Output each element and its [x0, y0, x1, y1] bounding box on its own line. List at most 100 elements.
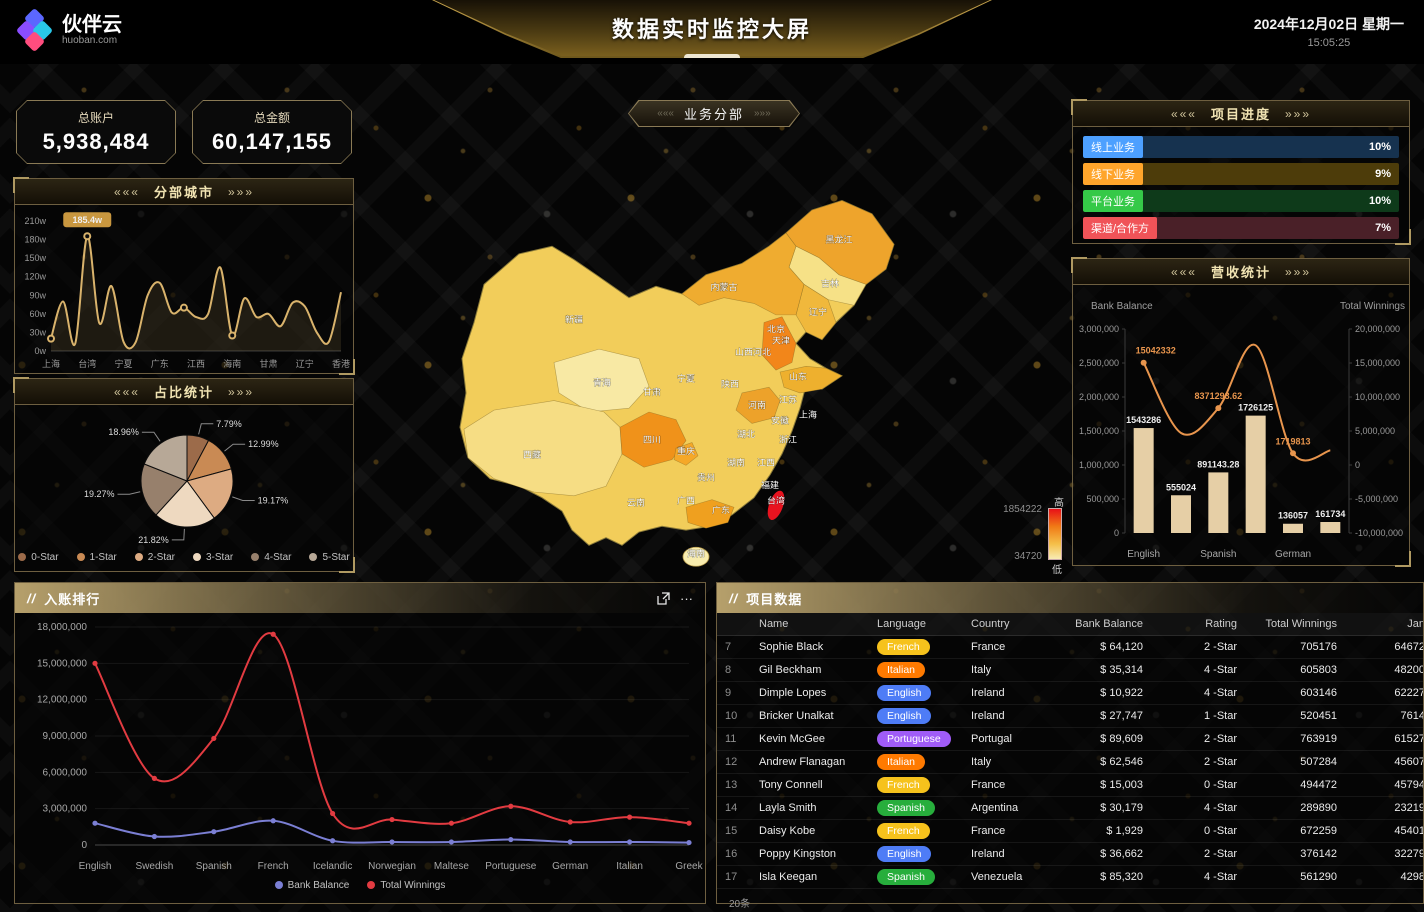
svg-text:60w: 60w: [29, 309, 46, 319]
column-header[interactable]: Jan: [1345, 613, 1423, 636]
svg-text:7.79%: 7.79%: [216, 419, 242, 429]
region-guangdong[interactable]: [685, 499, 735, 529]
table-row[interactable]: 12 Andrew Flanagan Italian Italy $ 62,546 2 -…: [717, 750, 1423, 774]
pie-legend-item[interactable]: 1-Star: [76, 552, 117, 563]
revenue-combo-chart[interactable]: Bank Balance Total Winnings 0 500,000 1,000,…: [1073, 285, 1407, 563]
svg-text:Bank Balance: Bank Balance: [1091, 301, 1153, 312]
province-label: 天津: [772, 336, 790, 346]
region-hebei-beijing[interactable]: [761, 316, 797, 371]
table-row[interactable]: 7 Sophie Black French France $ 64,120 2 -Star…: [717, 635, 1423, 659]
table-cell: 603146: [1245, 681, 1345, 705]
table-cell: 32279: [1345, 842, 1423, 866]
svg-text:8371293.62: 8371293.62: [1195, 391, 1243, 401]
table-cell: 10: [717, 704, 751, 728]
province-label: 海南: [687, 548, 705, 559]
pie-legend-item[interactable]: 3-Star: [193, 552, 233, 563]
svg-text:10,000,000: 10,000,000: [1355, 392, 1400, 402]
table-row[interactable]: 10 Bricker Unalkat English Ireland $ 27,747 1…: [717, 704, 1423, 728]
project-table[interactable]: Name Language Country Bank Balance Rating Tot…: [717, 613, 1423, 889]
table-row[interactable]: 11 Kevin McGee Portuguese Portugal $ 89,609 2…: [717, 727, 1423, 751]
province-label: 内蒙古: [711, 281, 738, 292]
ranking-legend-item[interactable]: Total Winnings: [367, 880, 445, 891]
table-cell: Ireland: [963, 842, 1057, 866]
region-shandong[interactable]: [779, 365, 843, 394]
table-cell: Isla Keegan: [751, 865, 869, 889]
progress-row[interactable]: 线下业务 9%: [1083, 163, 1399, 185]
table-cell: 16: [717, 842, 751, 866]
table-cell: 4298: [1345, 865, 1423, 889]
ranking-line-chart[interactable]: 0 3,000,000 6,000,000 9,000,000 12,000,000 15…: [15, 613, 705, 875]
progress-row[interactable]: 线上业务 10%: [1083, 136, 1399, 158]
table-cell: Venezuela: [963, 865, 1057, 889]
table-cell: Portugal: [963, 727, 1057, 751]
region-xizang[interactable]: [463, 400, 623, 497]
province-label: 贵州: [697, 472, 715, 483]
panel-title-ranking: 入账排行: [44, 591, 101, 607]
column-header[interactable]: Language: [869, 613, 963, 636]
panel-right-arrows: »»»: [1285, 264, 1312, 279]
pie-legend-item[interactable]: 2-Star: [134, 552, 175, 563]
panel-ranking: // 入账排行 ··· 0 3,000,000 6,000,000 9,000,000…: [14, 582, 706, 904]
table-cell: Andrew Flanagan: [751, 750, 869, 774]
logo[interactable]: 伙伴云 huoban.com: [15, 7, 122, 53]
table-row[interactable]: 13 Tony Connell French France $ 15,003 0 -Sta…: [717, 773, 1423, 797]
current-time: 15:05:25: [1307, 37, 1351, 49]
svg-text:3,000,000: 3,000,000: [43, 804, 88, 815]
table-row[interactable]: 9 Dimple Lopes English Ireland $ 10,922 4 -St…: [717, 681, 1423, 705]
table-row[interactable]: 17 Isla Keegan Spanish Venezuela $ 85,320 4 -…: [717, 865, 1423, 889]
legend-dot: [193, 553, 201, 561]
column-header[interactable]: Total Winnings: [1245, 613, 1345, 636]
table-cell: Poppy Kingston: [751, 842, 869, 866]
column-header[interactable]: Name: [751, 613, 869, 636]
region-qinghai[interactable]: [553, 348, 650, 413]
language-pill-cell: French: [869, 773, 963, 797]
column-header[interactable]: Rating: [1151, 613, 1245, 636]
language-pill-cell: Italian: [869, 750, 963, 774]
legend-dot: [367, 881, 376, 889]
table-row[interactable]: 15 Daisy Kobe French France $ 1,929 0 -Star 67…: [717, 819, 1423, 843]
pie-legend-item[interactable]: 5-Star: [309, 552, 350, 563]
province-label: 四川: [643, 435, 661, 445]
province-label: 浙江: [779, 434, 797, 445]
language-pill: Spanish: [877, 869, 935, 885]
ratio-pie-chart[interactable]: 7.79% 12.99% 19.17% 21.82% 19.27% 18.96%: [15, 405, 351, 547]
language-pill-cell: Spanish: [869, 865, 963, 889]
panel-left-arrows: «««: [1170, 264, 1197, 279]
region-chongqing[interactable]: [673, 442, 699, 466]
language-pill: English: [877, 846, 932, 862]
table-row[interactable]: 14 Layla Smith Spanish Argentina $ 30,179 4 -…: [717, 796, 1423, 820]
table-cell: 763919: [1245, 727, 1345, 751]
table-row[interactable]: 16 Poppy Kingston English Ireland $ 36,662 2 …: [717, 842, 1423, 866]
column-header[interactable]: Country: [963, 613, 1057, 636]
pie-legend-item[interactable]: 0-Star: [18, 552, 59, 563]
table-cell: 14: [717, 796, 751, 820]
progress-row[interactable]: 平台业务 10%: [1083, 190, 1399, 212]
region-henan[interactable]: [735, 386, 781, 424]
table-row[interactable]: 8 Gil Beckham Italian Italy $ 35,314 4 -Star 6…: [717, 658, 1423, 682]
branch-city-chart[interactable]: 0w 30w 60w 90w 120w 150w 180w 210w 上海 台湾 宁夏 广东 江西 海南 甘…: [15, 205, 351, 373]
region-hainan[interactable]: [682, 546, 710, 567]
pie-legend-item[interactable]: 4-Star: [251, 552, 291, 563]
svg-text:0: 0: [1355, 460, 1360, 470]
table-cell: France: [963, 819, 1057, 843]
svg-text:宁夏: 宁夏: [114, 358, 132, 369]
progress-row[interactable]: 渠道/合作方 7%: [1083, 217, 1399, 239]
column-header[interactable]: Bank Balance: [1057, 613, 1151, 636]
legend-dot: [251, 553, 260, 561]
svg-text:2,500,000: 2,500,000: [1079, 358, 1119, 368]
more-icon[interactable]: ···: [680, 590, 693, 606]
table-cell: Dimple Lopes: [751, 681, 869, 705]
table-cell: 64672: [1345, 635, 1423, 659]
region-neimenggu[interactable]: [681, 232, 805, 316]
region-taiwan[interactable]: [764, 489, 787, 522]
language-pill-cell: Spanish: [869, 796, 963, 820]
province-label: 西藏: [523, 449, 541, 460]
export-icon[interactable]: [657, 591, 670, 605]
ranking-legend-item[interactable]: Bank Balance: [274, 880, 349, 891]
table-cell: Ireland: [963, 704, 1057, 728]
svg-text:19.17%: 19.17%: [258, 496, 289, 506]
table-cell: Gil Beckham: [751, 658, 869, 682]
column-header[interactable]: [717, 613, 751, 636]
panel-right-arrows: »»»: [228, 384, 255, 399]
